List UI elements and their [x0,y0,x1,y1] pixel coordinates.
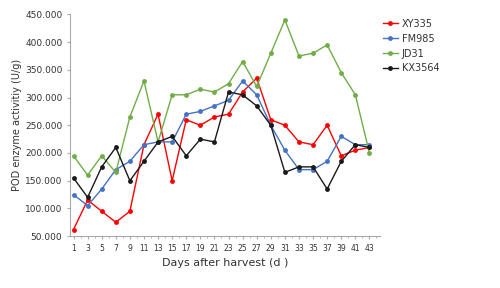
FM985 [98,187,104,191]
JD31 [98,154,104,158]
XY335 [254,76,260,80]
JD31 [240,60,246,63]
XY335 [324,124,330,127]
KX3564 [226,90,232,94]
JD31 [226,82,232,86]
FM985 [324,160,330,163]
KX3564 [113,146,119,149]
KX3564 [198,137,203,141]
XY335 [98,209,104,213]
JD31 [324,43,330,47]
JD31 [70,154,76,158]
Line: XY335: XY335 [71,76,372,232]
KX3564 [296,165,302,168]
FM985 [310,168,316,171]
XY335 [296,140,302,144]
XY335 [198,124,203,127]
FM985 [212,104,218,108]
KX3564 [310,165,316,168]
XY335 [240,90,246,94]
JD31 [198,88,203,91]
FM985 [338,135,344,138]
JD31 [141,79,147,83]
JD31 [338,71,344,74]
FM985 [282,149,288,152]
FM985 [352,143,358,146]
KX3564 [127,179,133,183]
KX3564 [366,146,372,149]
FM985 [198,110,203,113]
Y-axis label: POD enzyme activitiy (U/g): POD enzyme activitiy (U/g) [12,59,22,191]
KX3564 [282,171,288,174]
JD31 [155,140,161,144]
X-axis label: Days after harvest (d ): Days after harvest (d ) [162,258,288,268]
XY335 [366,146,372,149]
XY335 [338,154,344,158]
KX3564 [84,196,90,199]
XY335 [113,221,119,224]
Line: KX3564: KX3564 [71,90,372,200]
FM985 [268,124,274,127]
Line: FM985: FM985 [71,79,372,208]
XY335 [282,124,288,127]
KX3564 [169,135,175,138]
FM985 [127,160,133,163]
KX3564 [254,104,260,108]
JD31 [254,85,260,88]
JD31 [113,171,119,174]
KX3564 [324,187,330,191]
KX3564 [338,160,344,163]
FM985 [113,168,119,171]
FM985 [296,168,302,171]
KX3564 [141,160,147,163]
KX3564 [155,140,161,144]
Line: JD31: JD31 [71,18,372,178]
KX3564 [268,124,274,127]
JD31 [84,173,90,177]
XY335 [226,113,232,116]
XY335 [155,113,161,116]
FM985 [254,93,260,96]
KX3564 [212,140,218,144]
JD31 [366,151,372,155]
JD31 [127,115,133,119]
JD31 [352,93,358,96]
FM985 [84,204,90,207]
XY335 [141,143,147,146]
XY335 [212,115,218,119]
JD31 [268,52,274,55]
XY335 [352,149,358,152]
FM985 [70,193,76,196]
JD31 [296,54,302,58]
XY335 [84,198,90,202]
KX3564 [183,154,189,158]
FM985 [240,79,246,83]
FM985 [141,143,147,146]
JD31 [169,93,175,96]
XY335 [127,209,133,213]
FM985 [155,140,161,144]
KX3564 [98,165,104,168]
XY335 [310,143,316,146]
JD31 [212,90,218,94]
XY335 [268,118,274,122]
JD31 [282,18,288,22]
XY335 [183,118,189,122]
FM985 [226,98,232,102]
JD31 [183,93,189,96]
Legend: XY335, FM985, JD31, KX3564: XY335, FM985, JD31, KX3564 [383,19,439,73]
JD31 [310,52,316,55]
XY335 [169,179,175,183]
KX3564 [352,143,358,146]
FM985 [366,143,372,146]
XY335 [70,228,76,231]
FM985 [183,113,189,116]
KX3564 [70,176,76,180]
KX3564 [240,93,246,96]
FM985 [169,140,175,144]
